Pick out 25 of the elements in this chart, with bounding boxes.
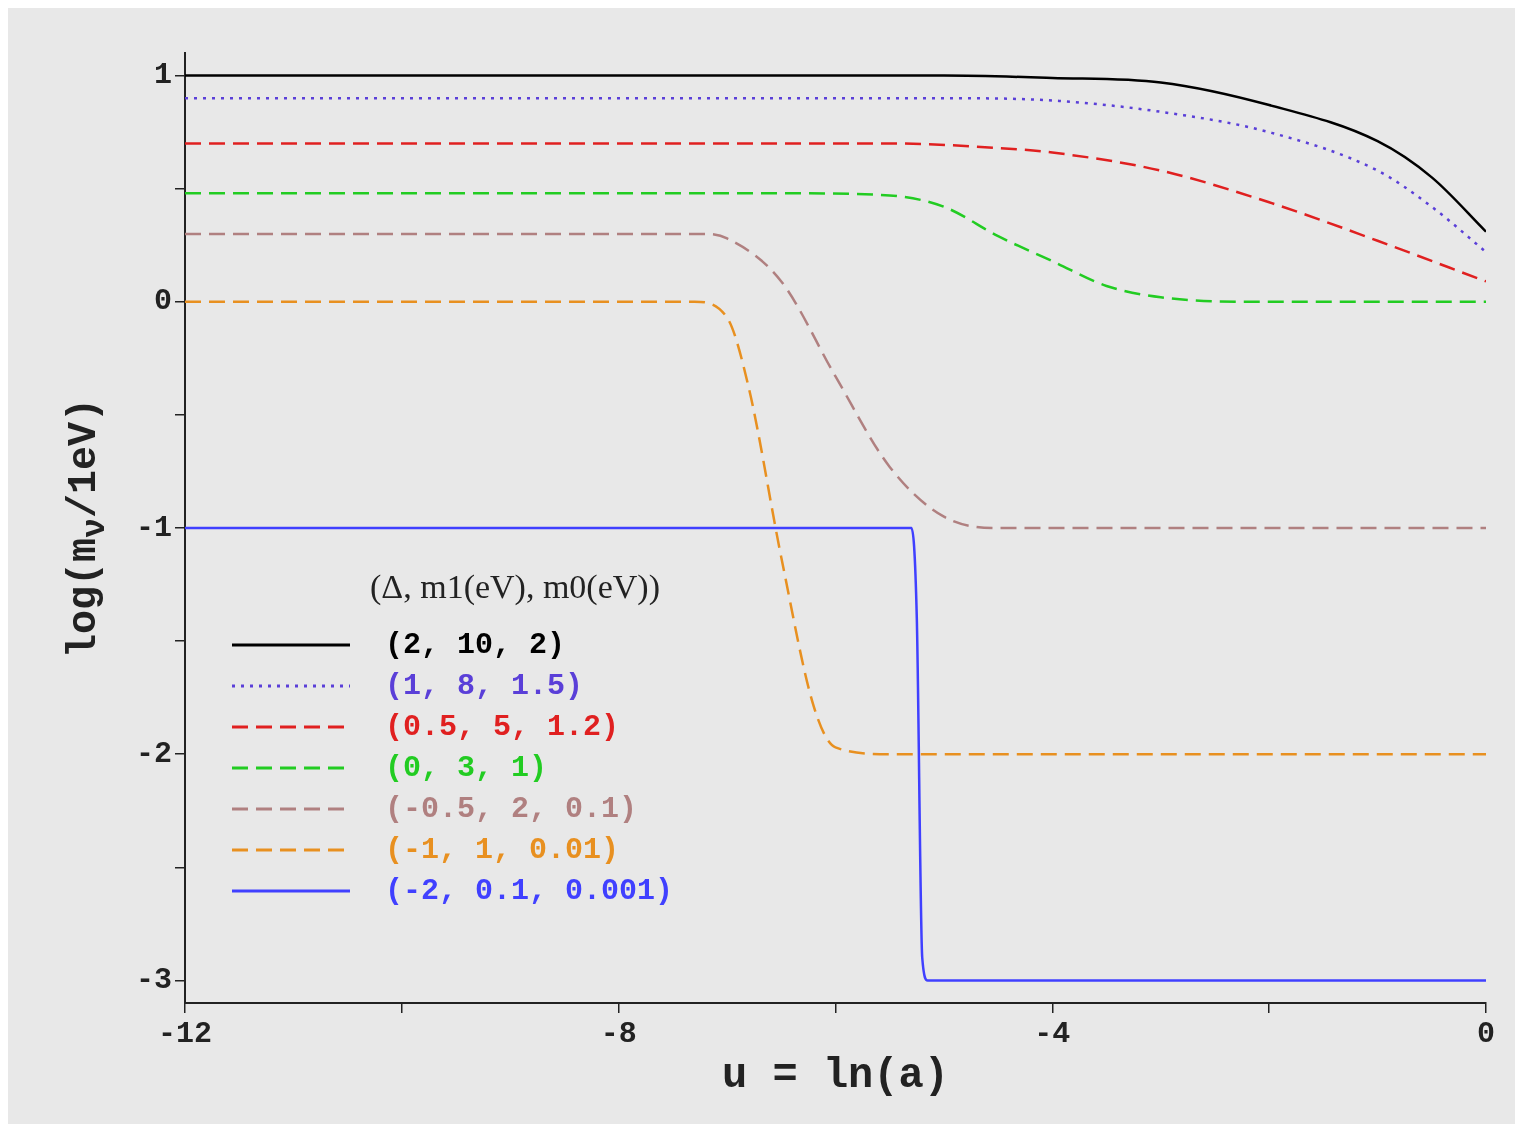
y-tick-label: -2 — [135, 736, 172, 771]
y-tick-label: 0 — [153, 284, 172, 319]
legend-label: (-1, 1, 0.01) — [385, 832, 620, 867]
legend-label: (1, 8, 1.5) — [385, 668, 584, 703]
x-tick-label: -4 — [1034, 1016, 1071, 1051]
line-series — [185, 96, 1486, 254]
x-tick-label: 0 — [1476, 1016, 1496, 1051]
legend-label: (0, 3, 1) — [385, 750, 548, 785]
line-series — [185, 74, 1486, 233]
x-tick-label: -12 — [157, 1016, 213, 1051]
line-series — [185, 232, 1486, 530]
legend-label: (-2, 0.1, 0.001) — [385, 873, 674, 908]
y-tick-label: -3 — [135, 962, 172, 997]
line-series — [185, 142, 1486, 283]
x-tick-label: -8 — [600, 1016, 637, 1051]
line-series — [185, 300, 1486, 756]
y-tick-label: -1 — [135, 510, 172, 545]
legend-label: (2, 10, 2) — [385, 627, 566, 662]
x-axis-title: u = ln(a) — [721, 1052, 950, 1100]
line-series — [185, 191, 1486, 304]
legend-title: (Δ, m1(eV), m0(eV)) — [370, 568, 661, 606]
legend-label: (0.5, 5, 1.2) — [385, 709, 620, 744]
line-series — [185, 526, 1486, 982]
legend-label: (-0.5, 2, 0.1) — [385, 791, 638, 826]
y-tick-label: 1 — [153, 58, 172, 93]
